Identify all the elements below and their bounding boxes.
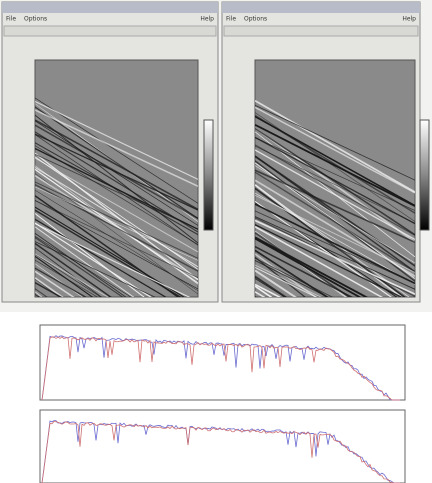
event [35,242,112,297]
event [35,168,198,284]
event [35,226,135,297]
decoration [35,97,415,483]
event [35,106,198,220]
spectrum-plot [39,409,406,483]
event [255,203,415,285]
event [255,264,322,297]
event [35,134,198,246]
event [255,136,415,225]
event [255,260,329,297]
window-left: File Options Help [1,1,219,303]
menu-item[interactable]: Options [244,16,267,23]
menu-item[interactable]: Help [402,16,416,23]
event [255,99,415,193]
event [255,275,288,297]
event [35,200,198,279]
menu-item[interactable]: Options [24,16,47,23]
event [255,269,297,297]
event [35,253,109,297]
event [255,253,317,297]
event [35,200,198,290]
event [255,219,415,295]
event [255,137,415,211]
event [35,186,198,261]
title-bar [2,2,218,13]
event [35,157,198,253]
event [255,245,354,297]
event [35,133,198,211]
event [35,241,156,297]
event [35,267,87,297]
event [35,206,185,297]
event [255,237,362,297]
event [255,123,415,207]
menu-item[interactable]: File [6,16,16,23]
event [35,236,124,297]
toolbar [223,25,419,37]
event [35,235,132,297]
event [255,171,415,273]
event [35,153,198,230]
seismic-events [255,99,415,297]
event [35,277,64,297]
event [35,270,75,297]
spectrum-curve [41,336,400,401]
event [35,181,198,259]
event [35,223,191,297]
event [35,255,94,297]
event [35,263,83,297]
event [35,254,102,297]
event [255,149,415,241]
event [35,213,145,297]
title-bar [222,2,420,13]
event [255,144,415,236]
event [35,209,182,297]
event [255,257,334,297]
event [35,119,198,211]
event [255,127,415,236]
event [255,278,286,297]
event [35,152,198,281]
toolbar [3,25,217,37]
event [35,259,99,297]
menu-item[interactable]: Help [200,16,214,23]
event [35,218,167,297]
event [35,97,198,204]
menu-item[interactable]: File [226,16,236,23]
event [35,147,198,230]
event [255,104,415,181]
spectrum-curve [41,421,400,483]
event [35,101,198,180]
event [255,224,403,297]
event [255,226,383,297]
event [255,155,415,273]
event [255,169,415,243]
event [35,109,198,187]
event [255,216,415,290]
event [255,210,415,284]
event [35,114,198,244]
event [255,194,415,273]
event [255,127,415,243]
window-right: File Options Help [221,1,430,303]
spectrum-curve [41,335,400,401]
event [35,247,103,297]
spectrum-plot [39,324,406,401]
colorbar [203,119,214,231]
event [35,222,152,297]
event [255,266,318,297]
event [255,115,415,207]
colorbar [419,119,430,231]
event [35,120,198,226]
event [35,232,127,297]
event [255,236,369,297]
event [255,179,415,277]
event [255,106,415,194]
event [255,249,329,297]
event [35,166,198,268]
event [255,145,415,224]
seismic-events [35,97,198,297]
